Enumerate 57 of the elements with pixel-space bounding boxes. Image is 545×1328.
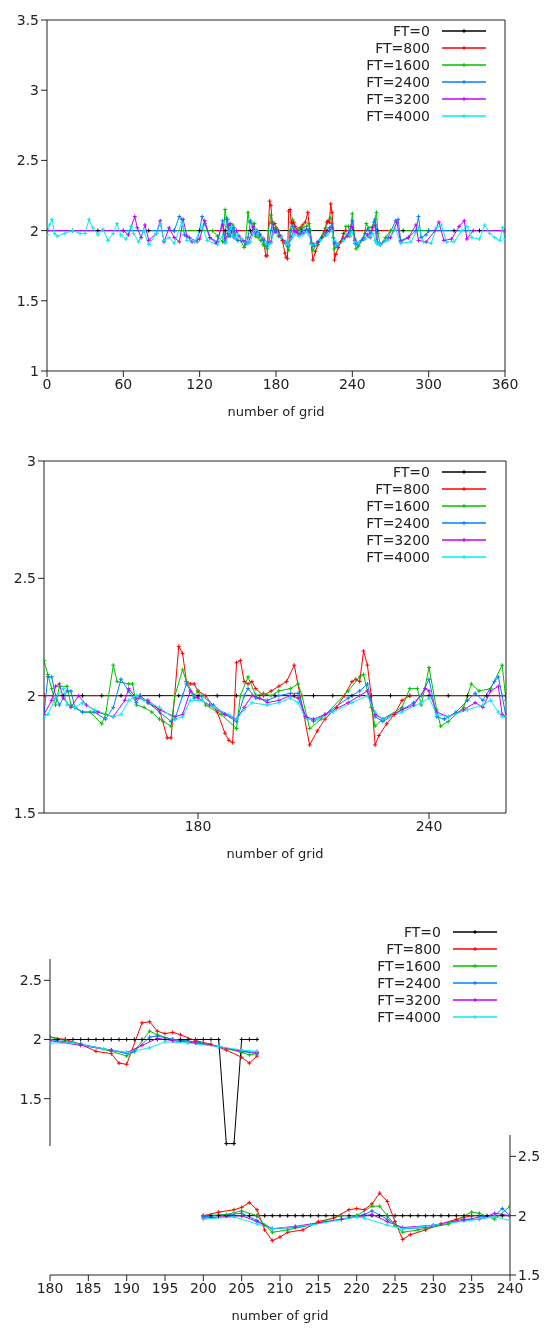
y-tick-label: 1.5 — [19, 1090, 42, 1107]
y-tick-label: 2.5 — [13, 570, 36, 587]
legend-label: FT=1600 — [366, 497, 430, 514]
x-tick-label: 215 — [304, 1279, 332, 1296]
x-tick-label: 240 — [338, 375, 366, 392]
legend-label: FT=1600 — [377, 957, 441, 974]
x-tick-label: 180 — [262, 375, 290, 392]
x-tick-label: 190 — [113, 1279, 141, 1296]
x-tick-label: 180 — [36, 1279, 64, 1296]
legend-label: FT=3200 — [366, 90, 430, 107]
legend-label: FT=0 — [393, 22, 430, 39]
y-tick-label: 2.5 — [16, 152, 39, 169]
y-tick-label: 3.5 — [16, 11, 39, 28]
x-tick-label: 240 — [415, 817, 443, 834]
x-tick-label: 180 — [184, 817, 212, 834]
x-tick-label: 185 — [74, 1279, 102, 1296]
y-tick-label: 3 — [27, 452, 36, 469]
x-tick-label: 210 — [266, 1279, 294, 1296]
x-tick-label: 220 — [343, 1279, 371, 1296]
legend-label: FT=2400 — [366, 514, 430, 531]
y-tick-label: 2 — [27, 687, 36, 704]
x-tick-label: 120 — [186, 375, 214, 392]
x-axis-title: number of grid — [227, 404, 325, 419]
legend-label: FT=2400 — [377, 974, 441, 991]
legend-label: FT=3200 — [366, 531, 430, 548]
legend-label: FT=800 — [375, 480, 430, 497]
x-tick-label: 200 — [189, 1279, 217, 1296]
y-tick-label: 2 — [33, 1031, 42, 1048]
x-tick-label: 205 — [228, 1279, 256, 1296]
legend-label: FT=3200 — [377, 991, 441, 1008]
y2-tick-label: 2 — [518, 1207, 527, 1224]
y-tick-label: 2.5 — [19, 972, 42, 989]
y-tick-label: 2 — [30, 222, 39, 239]
x-tick-label: 0 — [42, 375, 52, 392]
y-tick-label: 1.5 — [16, 292, 39, 309]
y-tick-label: 3 — [30, 82, 39, 99]
x-tick-label: 235 — [458, 1279, 486, 1296]
x-axis-title: number of grid — [226, 846, 324, 861]
y-tick-label: 1.5 — [13, 804, 36, 821]
legend-label: FT=4000 — [377, 1008, 441, 1025]
legend-label: FT=1600 — [366, 56, 430, 73]
legend-label: FT=4000 — [366, 107, 430, 124]
x-tick-label: 60 — [114, 375, 133, 392]
x-tick-label: 225 — [381, 1279, 409, 1296]
y-tick-label: 1 — [30, 362, 39, 379]
legend-label: FT=4000 — [366, 548, 430, 565]
legend-label: FT=2400 — [366, 73, 430, 90]
x-tick-label: 300 — [415, 375, 443, 392]
x-tick-label: 360 — [491, 375, 519, 392]
x-tick-label: 230 — [419, 1279, 447, 1296]
x-axis-title: number of grid — [231, 1308, 329, 1323]
legend-label: FT=800 — [386, 940, 441, 957]
legend-label: FT=0 — [404, 923, 441, 940]
x-tick-label: 195 — [151, 1279, 179, 1296]
y2-tick-label: 2.5 — [518, 1148, 541, 1165]
legend-label: FT=0 — [393, 463, 430, 480]
legend-label: FT=800 — [375, 39, 430, 56]
